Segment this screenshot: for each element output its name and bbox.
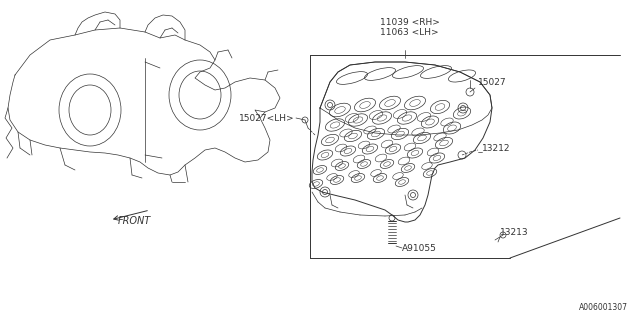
Text: 15027: 15027 (478, 77, 507, 86)
Text: 15027<LH>: 15027<LH> (239, 114, 295, 123)
Text: A006001307: A006001307 (579, 303, 628, 312)
Text: A91055: A91055 (402, 244, 437, 252)
Text: 13213: 13213 (500, 228, 529, 236)
Text: FRONT: FRONT (118, 216, 151, 226)
Text: 11039 <RH>
11063 <LH>: 11039 <RH> 11063 <LH> (380, 18, 440, 37)
Text: 13212: 13212 (482, 143, 511, 153)
